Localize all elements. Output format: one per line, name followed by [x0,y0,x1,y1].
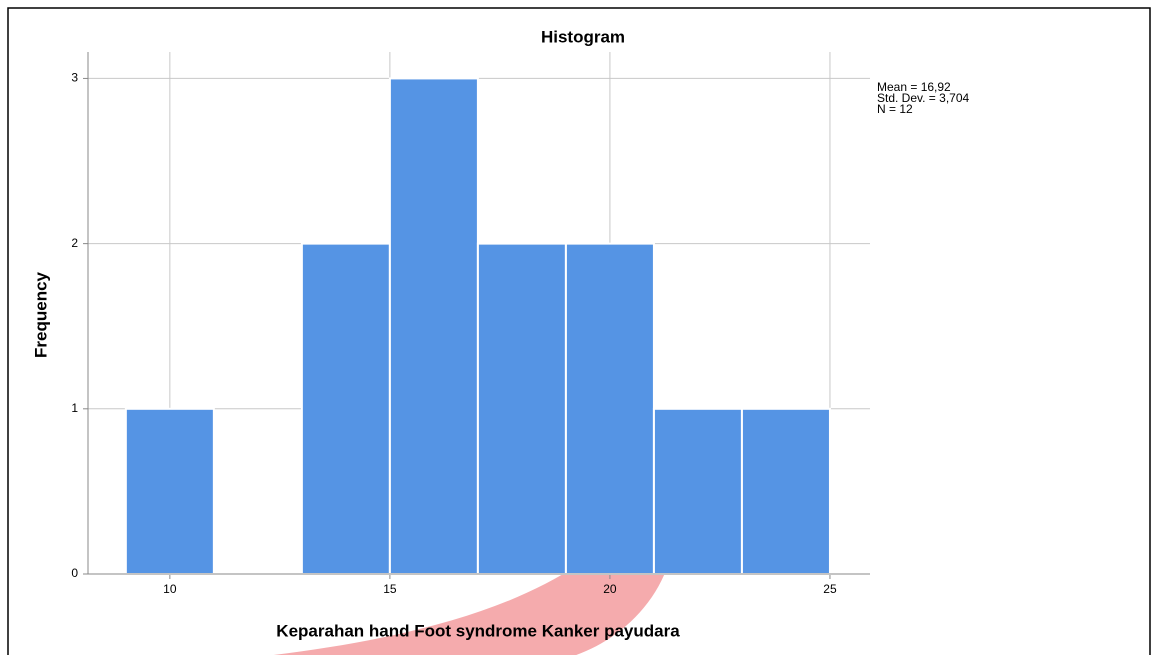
x-axis-label: Keparahan hand Foot syndrome Kanker payu… [276,621,680,640]
bar [300,242,391,576]
x-tick-label: 10 [163,582,177,596]
annotation: Mean = 16,92 [877,80,951,94]
bar [476,242,567,576]
y-tick-label: 2 [71,236,78,250]
x-tick-label: 15 [383,582,397,596]
x-tick-label: 20 [603,582,617,596]
bar [652,407,743,575]
bar [740,407,831,575]
y-tick-label: 1 [71,401,78,415]
y-tick-label: 0 [71,566,78,580]
x-tick-label: 25 [823,582,837,596]
annotation: Std. Dev. = 3,704 [877,91,969,105]
bar [388,77,479,575]
chart-title: Histogram [541,27,625,46]
bar [564,242,655,576]
watermark [273,470,676,655]
y-tick-label: 3 [71,71,78,85]
annotation: N = 12 [877,102,913,116]
bar [124,407,215,575]
y-axis-label: Frequency [31,271,50,358]
